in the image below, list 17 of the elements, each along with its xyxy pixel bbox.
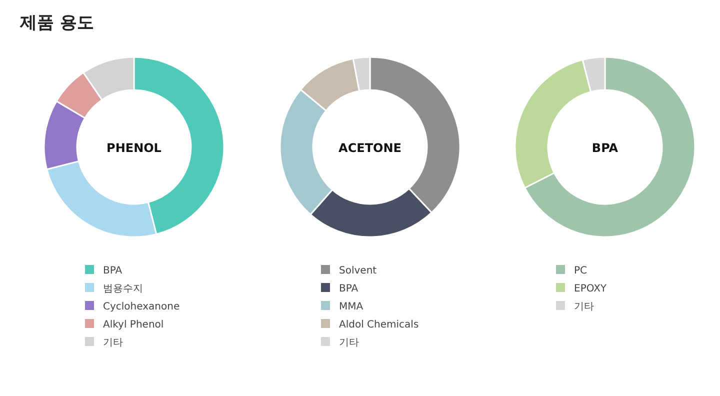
legend-label: EPOXY	[574, 284, 608, 294]
legend-label: Aldol Chemicals	[339, 320, 419, 330]
legend-label: BPA	[339, 284, 358, 294]
legend-label: Solvent	[339, 266, 377, 276]
legend-label: Cyclohexanone	[103, 302, 180, 312]
legend-label: 기타	[103, 338, 123, 348]
text: ACETONE	[338, 141, 402, 155]
legend-label: MMA	[339, 302, 364, 312]
legend-label: 기타	[574, 302, 594, 312]
legend-label: 기타	[339, 338, 359, 348]
text: 제품 용도	[19, 13, 94, 33]
text: BPA	[592, 141, 619, 155]
legend-label: Alkyl Phenol	[103, 320, 164, 330]
legend-label: PC	[574, 266, 588, 276]
legend-label: BPA	[103, 266, 122, 276]
legend-label: 범용수지	[103, 284, 143, 294]
text: PHENOL	[106, 141, 162, 155]
